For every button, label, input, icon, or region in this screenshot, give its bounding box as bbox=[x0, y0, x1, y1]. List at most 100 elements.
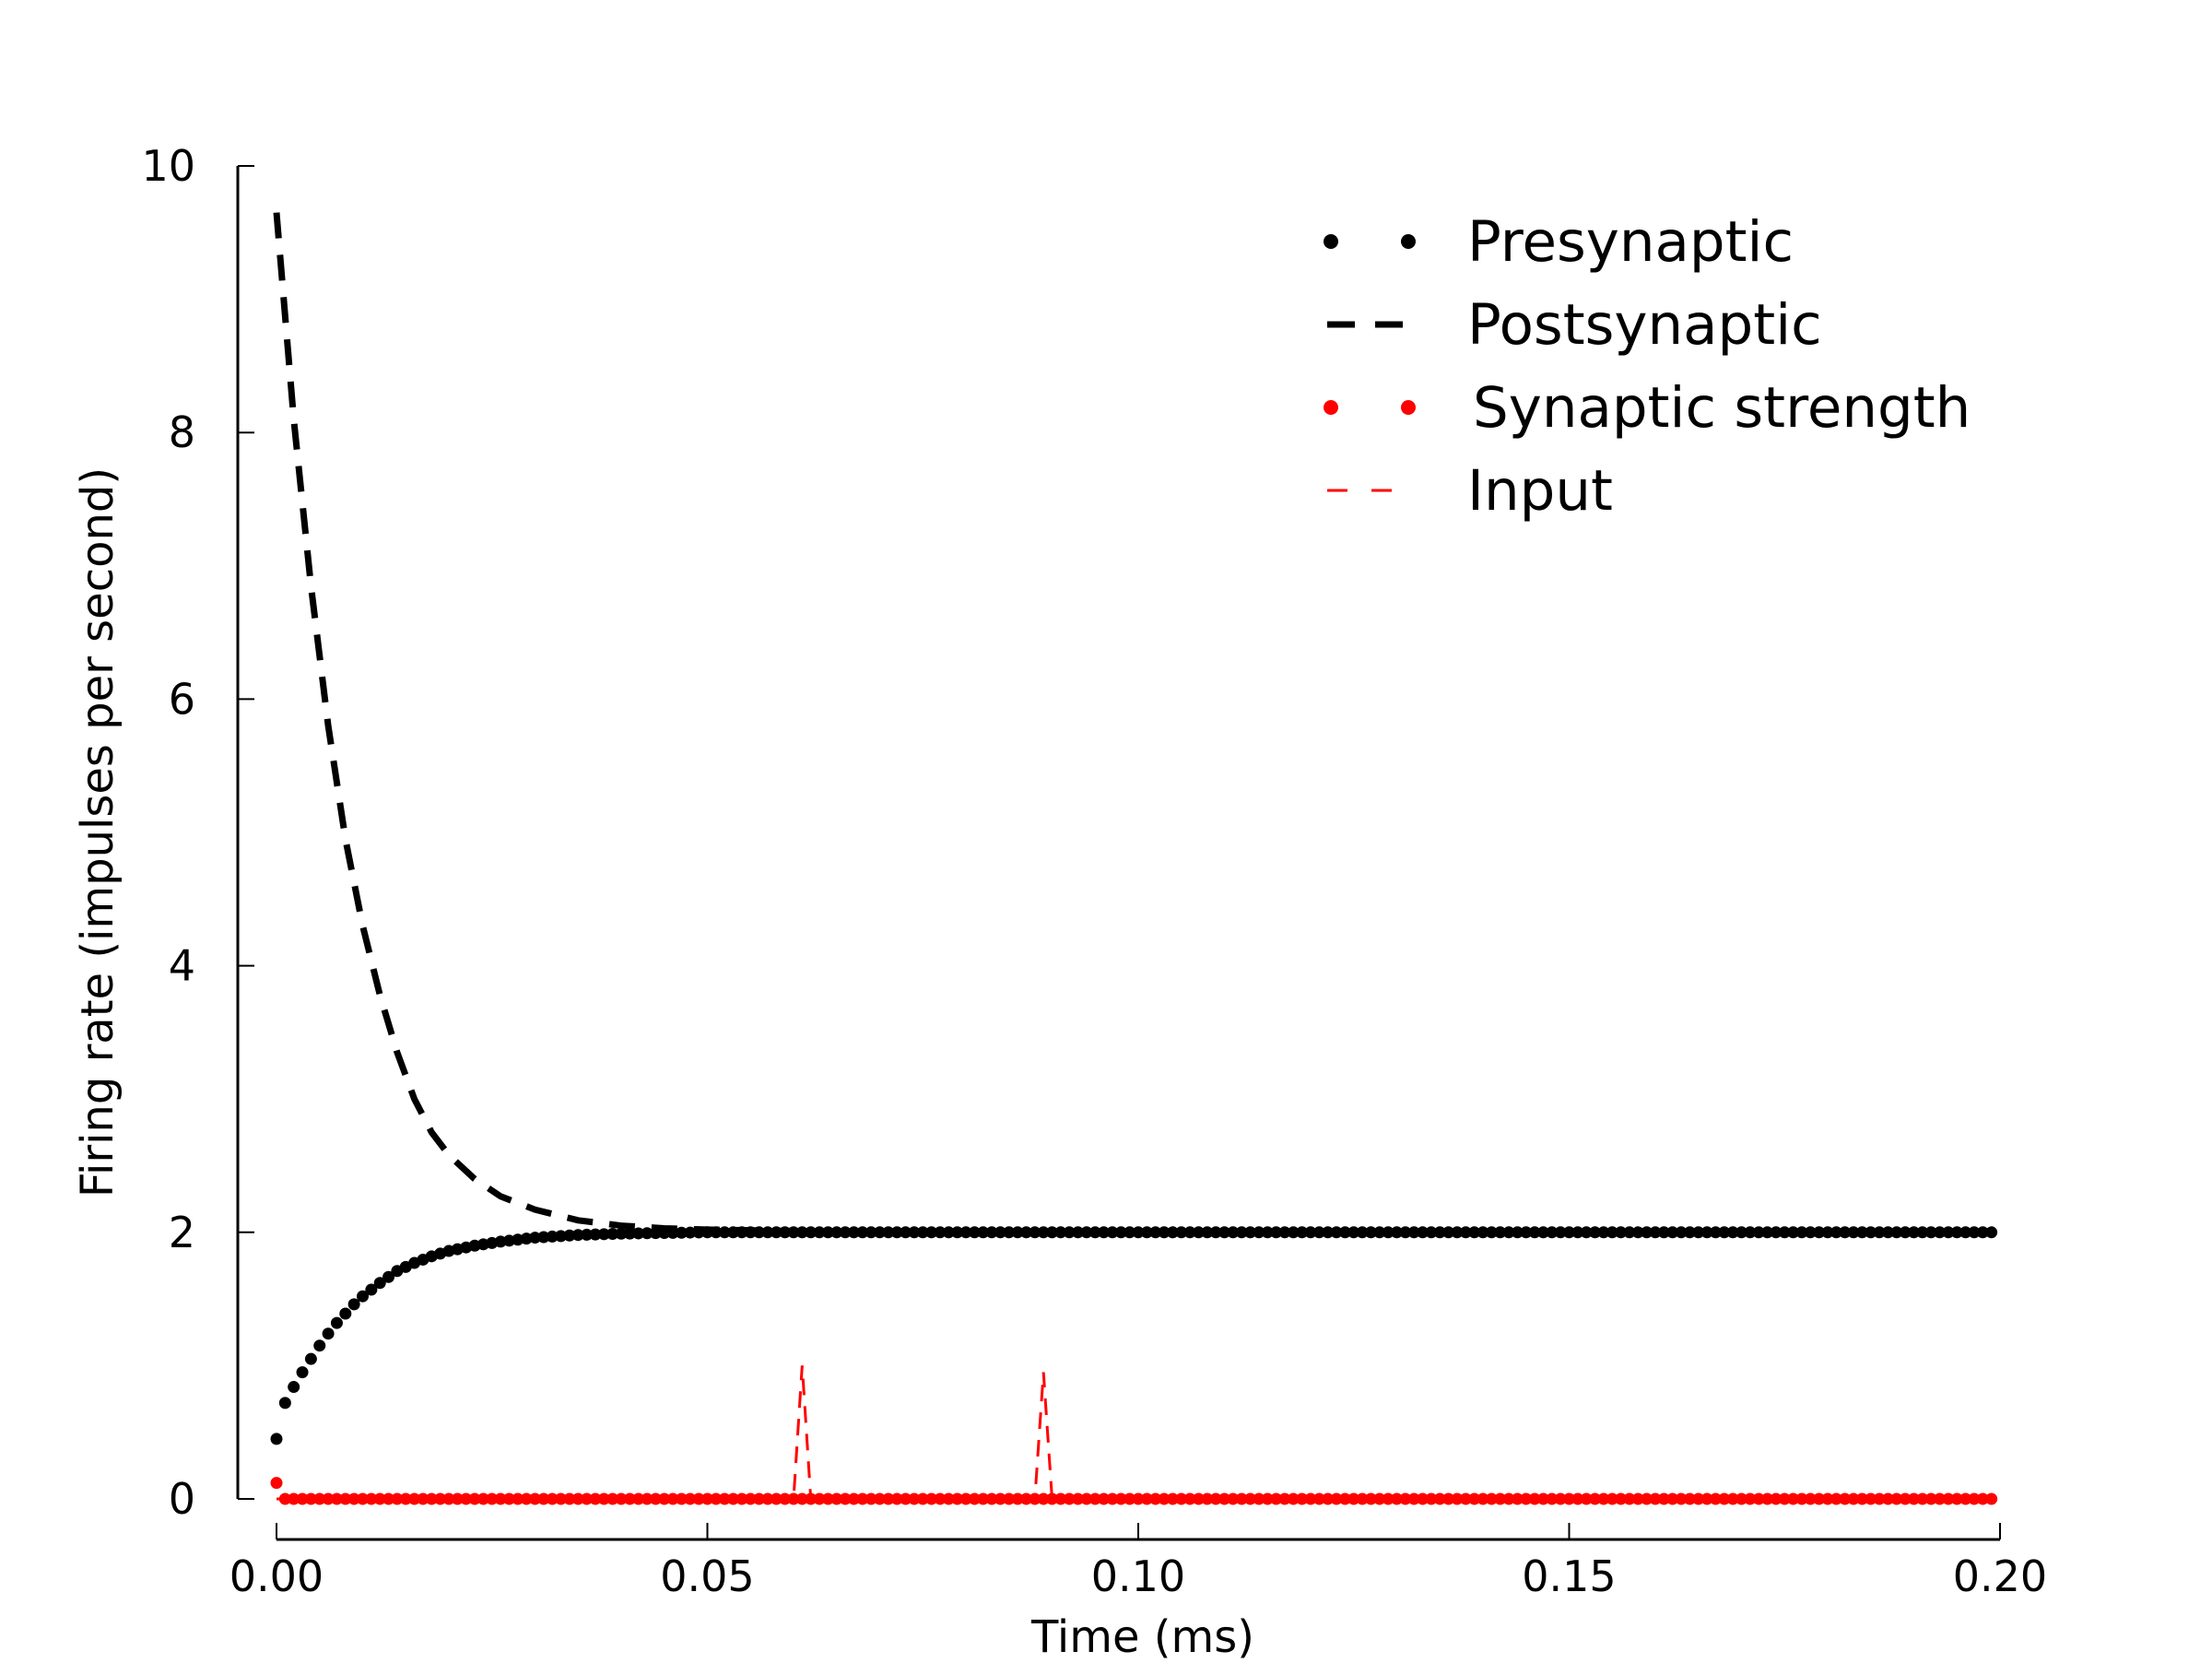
y-axis-label: Firing rate (impulses per second) bbox=[72, 467, 124, 1197]
data-point bbox=[1520, 1226, 1533, 1239]
data-point bbox=[1287, 1226, 1300, 1239]
x-tick-label: 0.00 bbox=[229, 1551, 324, 1601]
data-point bbox=[1744, 1492, 1757, 1505]
data-point bbox=[1563, 1226, 1575, 1239]
legend-marker bbox=[1324, 400, 1338, 415]
y-tick-label: 8 bbox=[169, 407, 195, 457]
x-tick-label: 0.10 bbox=[1091, 1551, 1185, 1601]
x-tick-label: 0.20 bbox=[1953, 1551, 2047, 1601]
data-point bbox=[735, 1492, 748, 1505]
data-point bbox=[1606, 1226, 1618, 1239]
data-point bbox=[1709, 1492, 1722, 1505]
series-line bbox=[276, 1365, 2000, 1501]
legend-marker bbox=[1401, 234, 1416, 249]
axes bbox=[236, 166, 2000, 1541]
series-input bbox=[276, 1365, 2000, 1501]
data-point bbox=[1451, 1226, 1464, 1239]
data-point bbox=[1589, 1226, 1602, 1239]
data-point bbox=[934, 1226, 947, 1239]
data-point bbox=[1718, 1492, 1731, 1505]
data-point bbox=[761, 1226, 774, 1239]
data-point bbox=[434, 1492, 447, 1505]
data-point bbox=[1218, 1492, 1230, 1505]
data-point bbox=[1778, 1226, 1791, 1239]
data-point bbox=[1425, 1226, 1438, 1239]
data-point bbox=[985, 1492, 998, 1505]
data-point bbox=[555, 1230, 568, 1243]
data-point bbox=[1322, 1226, 1335, 1239]
data-point bbox=[805, 1226, 818, 1239]
data-point bbox=[1063, 1226, 1076, 1239]
data-point bbox=[1623, 1226, 1636, 1239]
data-point bbox=[1571, 1492, 1584, 1505]
data-point bbox=[925, 1492, 938, 1505]
data-point bbox=[1183, 1226, 1196, 1239]
data-point bbox=[874, 1492, 886, 1505]
data-point bbox=[1830, 1226, 1842, 1239]
data-point bbox=[1761, 1226, 1774, 1239]
data-point bbox=[1908, 1492, 1920, 1505]
data-point bbox=[589, 1228, 602, 1241]
data-point bbox=[1158, 1492, 1171, 1505]
data-point bbox=[1149, 1226, 1162, 1239]
data-point bbox=[1908, 1226, 1920, 1239]
data-point bbox=[890, 1226, 903, 1239]
data-point bbox=[1847, 1492, 1860, 1505]
data-point bbox=[373, 1277, 386, 1290]
data-point bbox=[1683, 1492, 1696, 1505]
data-point bbox=[606, 1228, 619, 1241]
data-point bbox=[1442, 1226, 1455, 1239]
data-point bbox=[460, 1492, 473, 1505]
data-point bbox=[270, 1433, 283, 1445]
data-point bbox=[347, 1298, 360, 1311]
data-point bbox=[1433, 1492, 1446, 1505]
data-point bbox=[1054, 1492, 1067, 1505]
data-point bbox=[408, 1492, 421, 1505]
data-point bbox=[847, 1492, 860, 1505]
data-point bbox=[1657, 1226, 1670, 1239]
data-point bbox=[1536, 1226, 1549, 1239]
data-point bbox=[1855, 1226, 1868, 1239]
data-point bbox=[1494, 1226, 1507, 1239]
data-point bbox=[1442, 1492, 1455, 1505]
data-point bbox=[1312, 1226, 1325, 1239]
data-point bbox=[615, 1227, 628, 1240]
data-point bbox=[1709, 1226, 1722, 1239]
data-point bbox=[1924, 1226, 1937, 1239]
data-point bbox=[1356, 1492, 1369, 1505]
data-point bbox=[1140, 1226, 1153, 1239]
data-point bbox=[1106, 1492, 1119, 1505]
x-axis-label: Time (ms) bbox=[1030, 1611, 1254, 1659]
data-point bbox=[1985, 1492, 1998, 1505]
data-point bbox=[1959, 1226, 1972, 1239]
data-point bbox=[1459, 1492, 1472, 1505]
data-point bbox=[1347, 1226, 1360, 1239]
data-point bbox=[1865, 1226, 1877, 1239]
data-point bbox=[1502, 1226, 1515, 1239]
data-point bbox=[623, 1492, 636, 1505]
data-point bbox=[1942, 1226, 1955, 1239]
data-point bbox=[1821, 1226, 1834, 1239]
data-point bbox=[1253, 1226, 1265, 1239]
data-point bbox=[1795, 1226, 1808, 1239]
data-point bbox=[1270, 1226, 1283, 1239]
data-point bbox=[546, 1492, 559, 1505]
data-point bbox=[1649, 1226, 1662, 1239]
data-point bbox=[1735, 1226, 1747, 1239]
y-tick-label: 2 bbox=[169, 1208, 195, 1257]
data-point bbox=[1356, 1226, 1369, 1239]
data-point bbox=[1417, 1226, 1430, 1239]
data-point bbox=[1968, 1492, 1981, 1505]
data-point bbox=[1631, 1492, 1644, 1505]
data-point bbox=[1873, 1226, 1886, 1239]
data-point bbox=[1528, 1226, 1541, 1239]
data-point bbox=[1976, 1226, 1989, 1239]
data-point bbox=[1899, 1226, 1912, 1239]
y-tick-label: 4 bbox=[169, 941, 195, 991]
data-point bbox=[1261, 1226, 1274, 1239]
data-point bbox=[1433, 1226, 1446, 1239]
data-point bbox=[1813, 1226, 1826, 1239]
legend: Presynaptic Postsynaptic Synaptic strength… bbox=[1324, 209, 1971, 524]
data-point bbox=[1804, 1226, 1817, 1239]
